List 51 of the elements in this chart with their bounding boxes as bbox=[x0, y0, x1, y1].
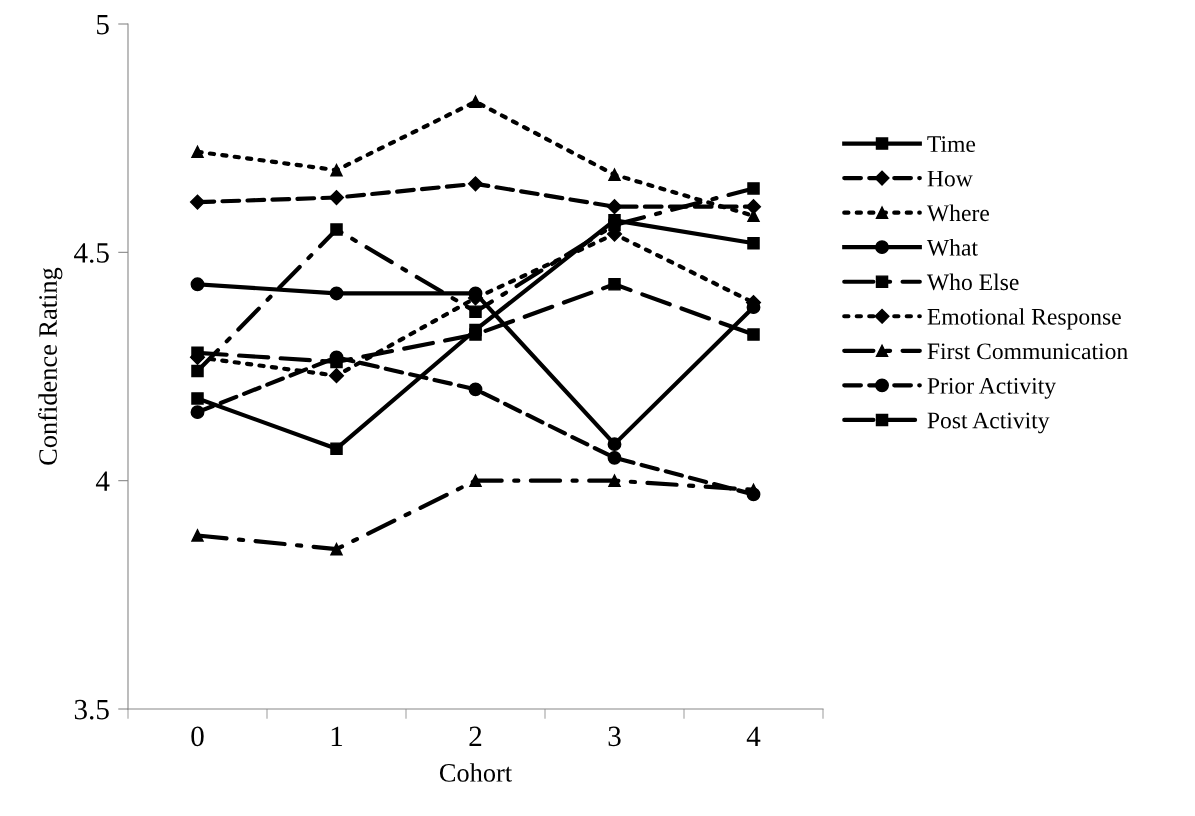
point bbox=[468, 382, 483, 397]
point bbox=[606, 199, 623, 215]
point bbox=[330, 163, 343, 177]
legend-label: What bbox=[926, 239, 978, 256]
point bbox=[191, 364, 204, 378]
point bbox=[746, 487, 761, 502]
legend-label: Where bbox=[926, 204, 989, 222]
point bbox=[608, 168, 621, 181]
point bbox=[747, 182, 760, 195]
y-tick-label: 3.5 bbox=[74, 699, 109, 720]
x-tick-label: 2 bbox=[469, 726, 482, 746]
legend-label: Prior Activity bbox=[927, 377, 1056, 399]
x-tick-label: 3 bbox=[608, 726, 621, 747]
point bbox=[330, 442, 343, 455]
x-axis-title: Cohort bbox=[439, 763, 512, 782]
legend-label: Who Else bbox=[926, 273, 1019, 291]
point bbox=[330, 223, 343, 236]
point bbox=[191, 529, 204, 542]
point bbox=[190, 277, 205, 292]
point bbox=[189, 194, 206, 210]
legend-label: Time bbox=[927, 136, 976, 153]
point bbox=[190, 405, 205, 420]
y-tick-label: 5 bbox=[97, 15, 109, 35]
legend-label: How bbox=[927, 170, 973, 187]
point bbox=[329, 286, 344, 301]
point bbox=[607, 437, 622, 452]
x-tick-label: 4 bbox=[746, 726, 761, 746]
point bbox=[747, 328, 760, 341]
point bbox=[328, 189, 345, 206]
point bbox=[467, 176, 484, 192]
point bbox=[191, 346, 204, 360]
y-axis-title: Confidence Rating bbox=[38, 267, 63, 465]
point bbox=[608, 474, 621, 487]
point bbox=[747, 236, 760, 250]
point bbox=[608, 278, 621, 291]
point bbox=[607, 450, 622, 465]
point bbox=[469, 305, 482, 318]
point bbox=[191, 392, 204, 405]
legend-label: First Communication bbox=[927, 343, 1128, 360]
legend-label: Post Activity bbox=[927, 412, 1050, 434]
point bbox=[469, 474, 482, 487]
point bbox=[469, 328, 482, 341]
y-tick-label: 4 bbox=[95, 471, 110, 491]
point bbox=[469, 95, 482, 108]
x-tick-label: 1 bbox=[331, 726, 343, 746]
point bbox=[191, 145, 204, 159]
x-tick-label: 0 bbox=[191, 726, 204, 747]
point bbox=[328, 368, 345, 384]
legend-label: Emotional Response bbox=[927, 308, 1121, 330]
point bbox=[330, 542, 343, 556]
y-tick-label: 4.5 bbox=[74, 243, 109, 263]
